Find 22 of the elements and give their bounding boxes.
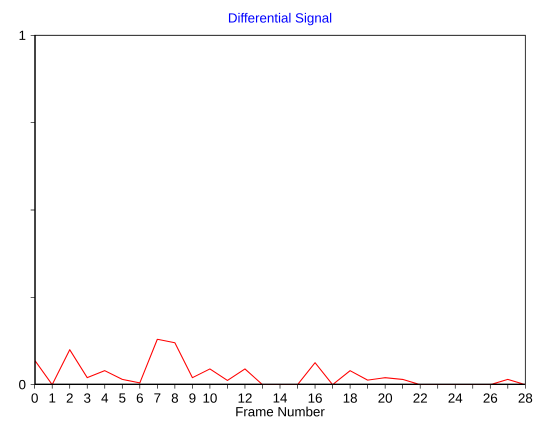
x-tick-label: 26 <box>484 393 498 403</box>
x-tick-label: 1 <box>50 393 56 403</box>
x-tick-label: 14 <box>274 393 288 403</box>
x-tick-label: 2 <box>66 393 73 403</box>
x-tick-label: 18 <box>344 393 357 403</box>
x-tick-label: 24 <box>448 393 462 403</box>
x-tick-label: 12 <box>238 393 252 403</box>
x-tick-label: 22 <box>413 393 427 403</box>
x-tick-label: 0 <box>31 393 38 403</box>
x-tick-label: 16 <box>308 393 322 403</box>
x-tick-label: 7 <box>154 393 160 403</box>
x-tick-label: 5 <box>119 393 126 403</box>
x-axis-title: Frame Number <box>236 406 325 416</box>
x-tick-label: 6 <box>136 393 143 403</box>
x-tick-label: 3 <box>84 393 90 403</box>
x-tick-label: 9 <box>189 393 196 403</box>
x-tick-label: 10 <box>204 393 217 403</box>
x-tick-label: 28 <box>518 393 532 403</box>
x-tick-label: 8 <box>172 393 178 403</box>
chart-title: Differential Signal <box>228 12 332 26</box>
x-tick-label: 20 <box>378 393 392 403</box>
x-tick-label: 4 <box>101 393 108 403</box>
